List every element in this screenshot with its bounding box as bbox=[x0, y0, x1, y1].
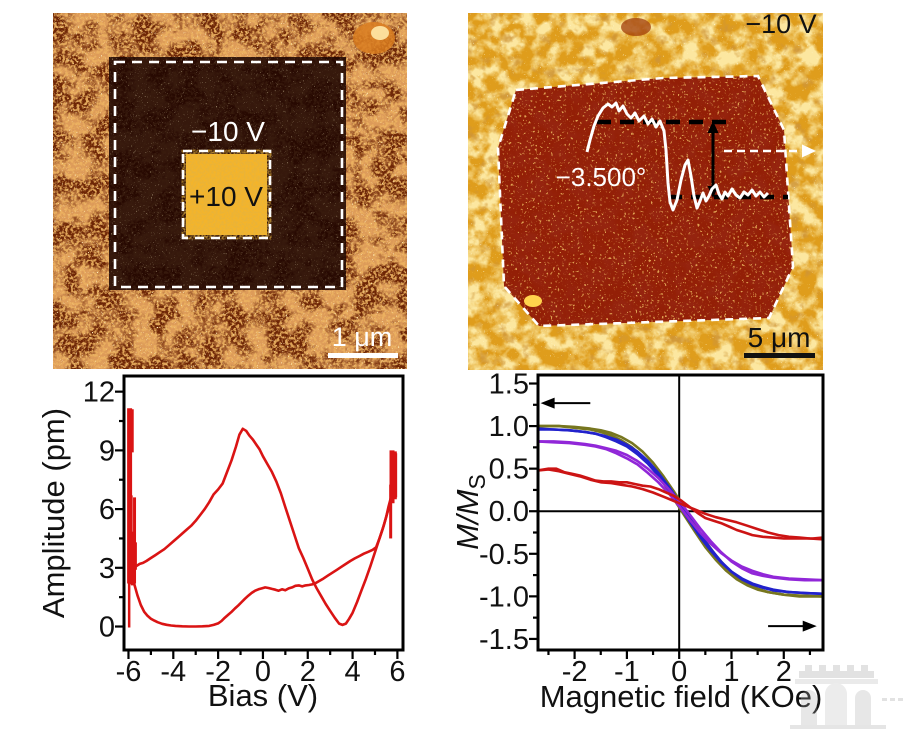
y-tick-label: 12 bbox=[83, 377, 115, 409]
pfm-scalebar-label: 1 μm bbox=[332, 322, 393, 352]
mh-loop-red-ascending bbox=[537, 468, 824, 541]
plot-frame bbox=[122, 374, 405, 652]
x-tick-label: -6 bbox=[116, 656, 142, 688]
lateral-domain-outline bbox=[496, 74, 795, 328]
y-tick-label: 0 bbox=[99, 612, 115, 644]
y-tick-label: -1.0 bbox=[479, 581, 529, 613]
y-tick-label: 3 bbox=[99, 553, 115, 585]
y-tick-label: 1.0 bbox=[489, 411, 529, 443]
chart-mh: -2 -1 0 1 2 -1.5 -1.0 -0.5 0.0 0.5 1.0 1.5 bbox=[479, 369, 825, 688]
pfm-bright-region-texture bbox=[186, 154, 267, 235]
lateral-phase-label: −3.500° bbox=[556, 162, 647, 192]
pfm-inner-voltage-label: +10 V bbox=[189, 181, 263, 212]
lateral-scalebar bbox=[744, 353, 815, 358]
y-tick-label: -0.5 bbox=[479, 539, 529, 571]
x-tick-label: -1 bbox=[614, 656, 640, 688]
lateral-scalebar-label: 5 μm bbox=[748, 322, 811, 353]
mh-ylabel-sub: S bbox=[464, 474, 490, 489]
pfm-outer-dashed-box bbox=[113, 60, 344, 289]
butterfly-branch-peak bbox=[129, 427, 392, 627]
y-tick-label: -1.5 bbox=[479, 624, 529, 656]
amplitude-ylabel: Amplitude (pm) bbox=[36, 408, 71, 618]
pfm-outer-voltage-label: −10 V bbox=[191, 116, 265, 147]
y-tick-label: 6 bbox=[99, 494, 115, 526]
sweep-arrowhead-right bbox=[802, 620, 817, 632]
pfm-inner-dashed-box bbox=[181, 149, 272, 240]
x-tick-label: 6 bbox=[389, 656, 405, 688]
lateral-dark-blob bbox=[621, 18, 651, 36]
lateral-profile-line bbox=[585, 101, 770, 212]
x-tick-label: -2 bbox=[562, 656, 588, 688]
pfm-bright-blob-core bbox=[371, 26, 389, 40]
sweep-arrowhead-left bbox=[540, 397, 555, 409]
x-tick-label: 2 bbox=[776, 656, 792, 688]
mh-xlabel: Magnetic field (KOe) bbox=[540, 679, 823, 714]
y-tick-label: 9 bbox=[99, 435, 115, 467]
x-tick-label: 0 bbox=[671, 656, 687, 688]
mh-ylabel-main: M/M bbox=[450, 489, 485, 549]
lateral-voltage-label: −10 V bbox=[745, 9, 816, 39]
x-tick-label: -4 bbox=[160, 656, 186, 688]
plot-frame bbox=[536, 373, 825, 652]
amplitude-xlabel: Bias (V) bbox=[208, 678, 318, 713]
x-tick-label: 1 bbox=[723, 656, 739, 688]
panel-pfm-image: −10 V +10 V 1 μm bbox=[53, 13, 407, 369]
x-tick-label: 0 bbox=[255, 656, 271, 688]
mh-ylabel: M/MS bbox=[450, 474, 490, 550]
panel-lateral-image: −10 V −3.500° 5 μm bbox=[468, 9, 823, 370]
watermark-logo bbox=[790, 665, 903, 729]
y-tick-label: 1.5 bbox=[489, 369, 529, 401]
lateral-phase-arrow bbox=[707, 121, 719, 198]
x-tick-label: 2 bbox=[300, 656, 316, 688]
x-tick-label: -2 bbox=[205, 656, 231, 688]
y-tick-label: 0.0 bbox=[489, 496, 529, 528]
lateral-bright-spot bbox=[524, 295, 542, 307]
y-tick-label: 0.5 bbox=[489, 454, 529, 486]
x-tick-label: 4 bbox=[345, 656, 361, 688]
butterfly-branch-flat bbox=[128, 492, 394, 628]
pfm-scalebar bbox=[328, 353, 398, 358]
lateral-scan-arrow bbox=[724, 144, 816, 158]
mh-loop-purple-ascending bbox=[537, 440, 824, 582]
